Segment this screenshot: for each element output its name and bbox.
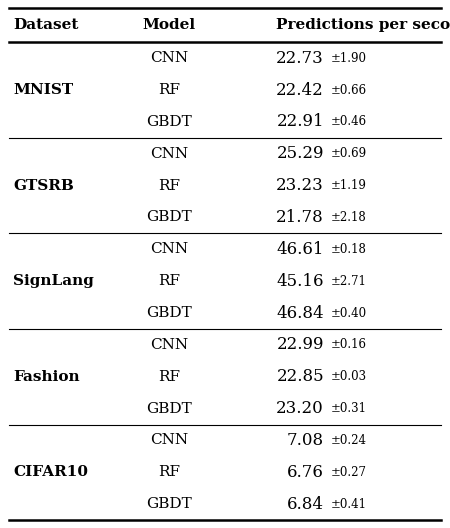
Text: 7.08: 7.08	[287, 432, 324, 449]
Text: CNN: CNN	[150, 242, 188, 256]
Text: Dataset: Dataset	[14, 18, 79, 32]
Text: RF: RF	[158, 83, 180, 97]
Text: ±0.16: ±0.16	[331, 338, 367, 351]
Text: 25.29: 25.29	[276, 145, 324, 162]
Text: ±2.71: ±2.71	[331, 275, 367, 288]
Text: ±0.46: ±0.46	[331, 116, 367, 128]
Text: MNIST: MNIST	[14, 83, 74, 97]
Text: ±0.69: ±0.69	[331, 147, 367, 160]
Text: ±0.40: ±0.40	[331, 307, 367, 319]
Text: CNN: CNN	[150, 51, 188, 65]
Text: 23.23: 23.23	[276, 177, 324, 194]
Text: CIFAR10: CIFAR10	[14, 465, 89, 479]
Text: 45.16: 45.16	[276, 272, 324, 290]
Text: SignLang: SignLang	[14, 274, 94, 288]
Text: RF: RF	[158, 274, 180, 288]
Text: RF: RF	[158, 465, 180, 479]
Text: ±0.03: ±0.03	[331, 370, 367, 383]
Text: CNN: CNN	[150, 147, 188, 161]
Text: Predictions per second: Predictions per second	[275, 18, 450, 32]
Text: GBDT: GBDT	[146, 402, 192, 416]
Text: CNN: CNN	[150, 433, 188, 447]
Text: GBDT: GBDT	[146, 497, 192, 511]
Text: GTSRB: GTSRB	[14, 178, 74, 193]
Text: ±0.66: ±0.66	[331, 83, 367, 97]
Text: 22.42: 22.42	[276, 81, 324, 99]
Text: 46.84: 46.84	[276, 305, 324, 322]
Text: RF: RF	[158, 178, 180, 193]
Text: ±0.18: ±0.18	[331, 243, 367, 256]
Text: ±0.24: ±0.24	[331, 434, 367, 447]
Text: ±1.19: ±1.19	[331, 179, 367, 192]
Text: ±1.90: ±1.90	[331, 52, 367, 64]
Text: 6.84: 6.84	[287, 496, 324, 513]
Text: 22.85: 22.85	[276, 368, 324, 385]
Text: Model: Model	[142, 18, 195, 32]
Text: 22.73: 22.73	[276, 50, 324, 67]
Text: GBDT: GBDT	[146, 211, 192, 224]
Text: ±0.27: ±0.27	[331, 466, 367, 479]
Text: Fashion: Fashion	[14, 370, 80, 384]
Text: ±2.18: ±2.18	[331, 211, 366, 224]
Text: GBDT: GBDT	[146, 115, 192, 129]
Text: CNN: CNN	[150, 338, 188, 352]
Text: 21.78: 21.78	[276, 209, 324, 226]
Text: 46.61: 46.61	[276, 241, 324, 258]
Text: 6.76: 6.76	[287, 464, 324, 481]
Text: RF: RF	[158, 370, 180, 384]
Text: ±0.41: ±0.41	[331, 498, 367, 511]
Text: GBDT: GBDT	[146, 306, 192, 320]
Text: 23.20: 23.20	[276, 400, 324, 417]
Text: 22.99: 22.99	[276, 336, 324, 353]
Text: 22.91: 22.91	[276, 114, 324, 130]
Text: ±0.31: ±0.31	[331, 402, 367, 415]
